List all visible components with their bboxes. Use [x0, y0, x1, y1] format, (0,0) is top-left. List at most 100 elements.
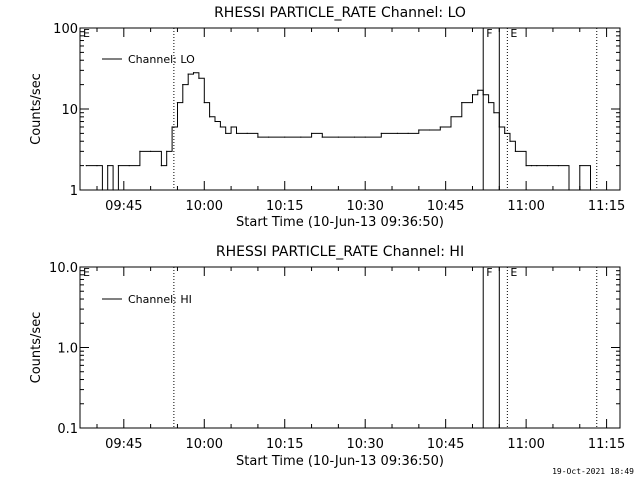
x-axis-label: Start Time (10-Jun-13 09:36:50) — [236, 215, 444, 230]
data-point — [525, 165, 527, 167]
marker-label: F — [486, 27, 492, 40]
data-point — [589, 189, 592, 191]
y-tick-label: 10 — [61, 103, 78, 118]
y-axis-label: Counts/sec — [29, 312, 44, 384]
data-point — [235, 132, 238, 134]
chart-title: RHESSI PARTICLE_RATE Channel: LO — [214, 5, 466, 21]
data-point — [182, 84, 184, 86]
marker-label: E — [510, 266, 517, 279]
data-point — [198, 77, 200, 79]
legend-label: Channel: LO — [128, 53, 195, 66]
x-tick-label: 09:45 — [105, 437, 142, 452]
x-tick-label: 10:00 — [186, 437, 223, 452]
data-point — [268, 136, 270, 138]
data-point — [557, 165, 559, 167]
data-point — [530, 165, 533, 167]
data-point — [187, 73, 189, 75]
data-point — [214, 120, 216, 123]
data-point — [482, 94, 484, 96]
x-tick-label: 09:45 — [105, 199, 142, 214]
x-tick-label: 10:45 — [427, 437, 464, 452]
data-point — [257, 136, 259, 138]
x-tick-label: 11:15 — [588, 199, 625, 214]
data-point — [321, 136, 323, 138]
marker-label: E — [510, 27, 517, 40]
legend-label: Channel: HI — [128, 293, 192, 306]
data-point — [166, 150, 168, 152]
data-point — [514, 150, 516, 152]
data-point — [407, 132, 409, 134]
data-point — [471, 94, 474, 96]
data-point — [85, 165, 87, 167]
data-point — [112, 189, 114, 191]
chart-panel-1: RHESSI PARTICLE_RATE Channel: LO 1 10 100 09… — [29, 5, 625, 230]
marker-label: E — [83, 266, 90, 279]
y-axis-label: Counts/sec — [29, 73, 44, 145]
x-tick-label: 11:00 — [507, 199, 544, 214]
data-point — [477, 89, 479, 91]
chart-title: RHESSI PARTICLE_RATE Channel: HI — [216, 244, 464, 260]
x-tick-label: 10:00 — [186, 199, 223, 214]
data-point — [546, 165, 549, 167]
data-point — [101, 189, 103, 191]
data-point — [579, 165, 581, 167]
data-point — [96, 165, 98, 167]
footer-timestamp: 19-Oct-2021 18:49 — [552, 467, 634, 476]
data-point — [284, 136, 286, 138]
y-tick-label: 10.0 — [49, 261, 78, 276]
data-point — [160, 165, 162, 167]
data-point — [192, 72, 195, 74]
data-point — [337, 136, 339, 138]
data-point — [176, 101, 179, 104]
data-point — [209, 116, 211, 118]
x-tick-label: 10:15 — [266, 437, 303, 452]
x-tick-label: 11:15 — [588, 437, 625, 452]
data-point — [504, 132, 506, 134]
x-tick-label: 10:15 — [266, 199, 303, 214]
data-point — [139, 150, 141, 152]
data-point — [509, 140, 511, 142]
plot-frame — [79, 266, 621, 429]
data-point — [230, 126, 232, 128]
y-tick-label: 100 — [53, 22, 78, 37]
x-tick-label: 10:30 — [346, 437, 383, 452]
data-point — [128, 165, 130, 167]
data-point — [219, 126, 221, 128]
x-tick-label: 10:45 — [427, 199, 464, 214]
marker-label: F — [486, 266, 492, 279]
data-point — [461, 101, 463, 104]
data-point — [568, 189, 570, 191]
data-point — [117, 165, 120, 167]
data-point — [203, 101, 205, 104]
x-axis-label: Start Time (10-Jun-13 09:36:50) — [236, 454, 444, 469]
chart-panel-2: RHESSI PARTICLE_RATE Channel: HI 0.1 1.0 10… — [29, 244, 625, 469]
marker-label: E — [83, 27, 90, 40]
y-tick-label: 1.0 — [57, 342, 78, 357]
data-point — [380, 132, 382, 134]
data-point — [310, 132, 313, 134]
y-tick-label: 0.1 — [57, 422, 78, 437]
data-point — [364, 136, 366, 138]
x-tick-label: 10:30 — [346, 199, 383, 214]
data-point — [439, 126, 441, 128]
data-point — [498, 126, 500, 128]
series-line-1 — [86, 72, 591, 191]
data-point — [428, 129, 431, 131]
data-point — [225, 132, 227, 134]
x-tick-label: 11:00 — [507, 437, 544, 452]
data-point — [107, 165, 109, 167]
data-point — [246, 132, 248, 134]
data-point — [171, 126, 173, 128]
data-point — [150, 150, 152, 152]
data-point — [300, 136, 302, 138]
data-point — [396, 132, 398, 134]
data-point — [536, 165, 538, 167]
y-tick-label: 1 — [70, 184, 78, 199]
legend: Channel: HI — [102, 293, 192, 306]
data-point — [450, 116, 452, 118]
legend: Channel: LO — [102, 53, 195, 66]
data-point — [487, 101, 490, 104]
data-point — [493, 112, 495, 114]
data-point — [418, 129, 420, 131]
